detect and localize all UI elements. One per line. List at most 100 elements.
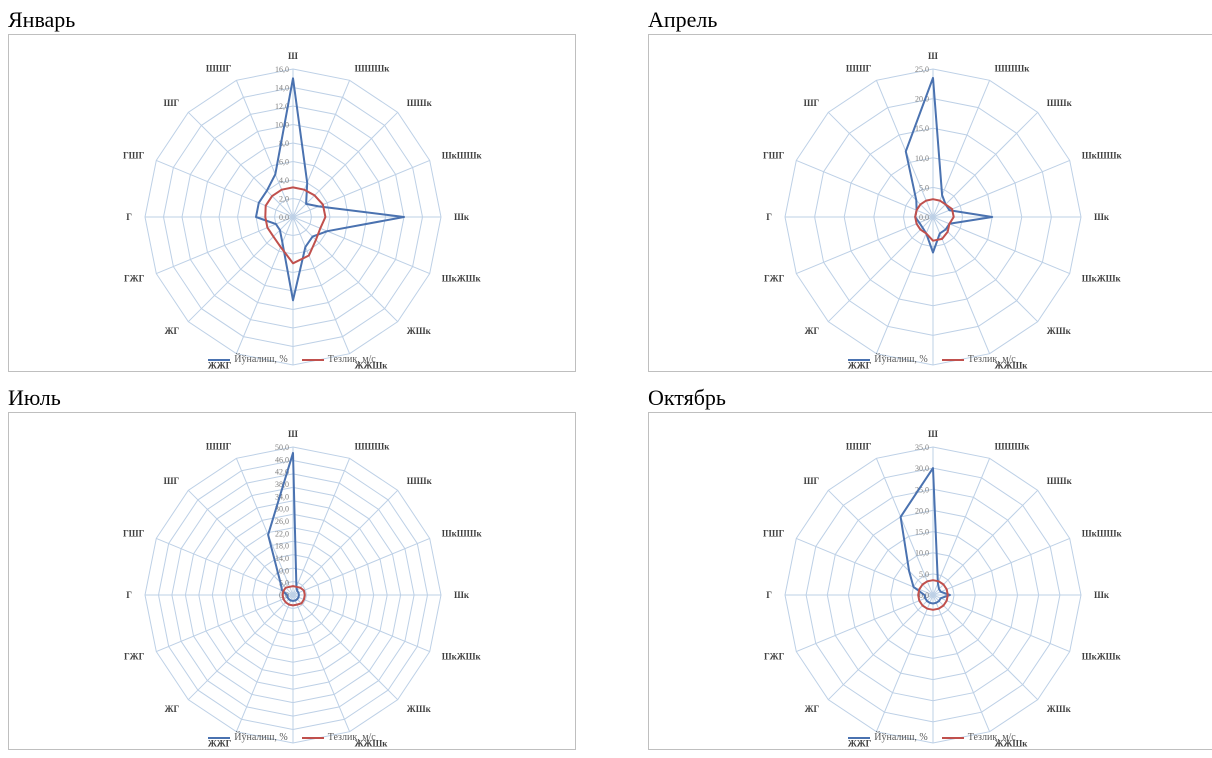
tick-label: 5,0 bbox=[919, 570, 929, 579]
direction-label: ШкЖШк bbox=[1082, 652, 1122, 662]
direction-label: ЖГ bbox=[165, 326, 180, 336]
tick-label: 26,0 bbox=[275, 517, 289, 526]
tick-label: 15,0 bbox=[915, 124, 929, 133]
legend-item-direction: Йўналиш, % bbox=[208, 354, 287, 365]
direction-label: ШШГ bbox=[846, 63, 872, 73]
direction-label: ШкШШк bbox=[1082, 150, 1123, 160]
tick-label: 16,0 bbox=[275, 65, 289, 74]
tick-label: 0,0 bbox=[279, 213, 289, 222]
direction-label: Г bbox=[766, 590, 772, 600]
legend-label: Йўналиш, % bbox=[234, 354, 287, 365]
direction-label: Г bbox=[126, 590, 132, 600]
grid-spoke bbox=[933, 217, 1038, 322]
direction-label: ЖГ bbox=[805, 704, 820, 714]
series-direction-line bbox=[256, 78, 404, 300]
legend-line-icon bbox=[208, 359, 230, 361]
grid-spoke bbox=[933, 80, 990, 217]
tick-label: 0,0 bbox=[919, 213, 929, 222]
direction-label: ГШГ bbox=[763, 528, 785, 538]
direction-label: Шк bbox=[1094, 212, 1110, 222]
legend-item-direction: Йўналиш, % bbox=[848, 732, 927, 743]
legend: Йўналиш, % Тезлик, м/с bbox=[9, 354, 575, 365]
legend-line-icon bbox=[942, 359, 964, 361]
direction-label: ШкШШк bbox=[442, 150, 483, 160]
legend: Йўналиш, % Тезлик, м/с bbox=[649, 354, 1212, 365]
radar-svg: 0,0 2,0 4,0 6,0 8,0 10,0 12,0 14,0 16,0 Ш ШШШк ШШк Ш… bbox=[9, 35, 575, 371]
tick-label: 35,0 bbox=[915, 443, 929, 452]
direction-label: ШШШк bbox=[355, 441, 391, 451]
grid-spoke bbox=[293, 160, 430, 217]
direction-label: ШШШк bbox=[355, 63, 391, 73]
legend-label: Тезлик, м/с bbox=[328, 732, 376, 743]
direction-label: Ш bbox=[928, 429, 938, 439]
direction-label: Шк bbox=[1094, 590, 1110, 600]
chart-title: Июль bbox=[6, 384, 594, 412]
grid-spoke bbox=[293, 538, 430, 595]
legend-item-direction: Йўналиш, % bbox=[848, 354, 927, 365]
tick-label: 18,0 bbox=[275, 542, 289, 551]
tick-label: 10,0 bbox=[915, 154, 929, 163]
grid-spoke bbox=[796, 595, 933, 652]
direction-label: Шк bbox=[454, 590, 470, 600]
direction-label: ШШк bbox=[1047, 476, 1073, 486]
legend-line-icon bbox=[302, 359, 324, 361]
direction-label: ГШГ bbox=[123, 528, 145, 538]
grid-spoke bbox=[876, 595, 933, 732]
chart-panel-october: Октябрь 0,0 5,0 10,0 15,0 20,0 25,0 30,0 35,0 Ш Ш… bbox=[646, 384, 1212, 750]
grid-spoke bbox=[188, 595, 293, 700]
direction-label: ШШШк bbox=[995, 63, 1031, 73]
direction-label: ГШГ bbox=[763, 150, 785, 160]
direction-label: ГЖГ bbox=[124, 274, 145, 284]
direction-label: ШкЖШк bbox=[442, 274, 482, 284]
tick-label: 15,0 bbox=[915, 528, 929, 537]
radar-chart: 0,0 5,0 10,0 15,0 20,0 25,0 Ш ШШШк ШШк ШкШШк Шк ШкЖ… bbox=[648, 34, 1212, 372]
legend-item-speed: Тезлик, м/с bbox=[302, 354, 376, 365]
legend-line-icon bbox=[208, 737, 230, 739]
direction-label: ЖШк bbox=[1047, 326, 1072, 336]
tick-label: 25,0 bbox=[915, 65, 929, 74]
direction-label: ШкШШк bbox=[442, 528, 483, 538]
chart-panel-january: Январь 0,0 2,0 4,0 6,0 8,0 10,0 12,0 14,0 16,0 Ш Ш… bbox=[6, 6, 594, 372]
grid-spoke bbox=[828, 217, 933, 322]
direction-label: Г bbox=[126, 212, 132, 222]
tick-label: 2,0 bbox=[279, 195, 289, 204]
legend-label: Тезлик, м/с bbox=[968, 354, 1016, 365]
direction-label: ШШГ bbox=[206, 441, 232, 451]
tick-label: 14,0 bbox=[275, 554, 289, 563]
direction-label: ШШГ bbox=[846, 441, 872, 451]
radar-chart: 0,0 5,0 10,0 15,0 20,0 25,0 30,0 35,0 Ш ШШШк ШШк Шк… bbox=[648, 412, 1212, 750]
legend-item-speed: Тезлик, м/с bbox=[302, 732, 376, 743]
grid-spoke bbox=[236, 595, 293, 732]
radar-svg: 0,0 5,0 10,0 15,0 20,0 25,0 Ш ШШШк ШШк ШкШШк Шк ШкЖ… bbox=[649, 35, 1212, 371]
grid-spoke bbox=[876, 217, 933, 354]
direction-label: ГЖГ bbox=[764, 274, 785, 284]
radar-svg: 0,05,010,015,020,025,030,035,0ШШШШкШШкШк… bbox=[649, 413, 1212, 749]
direction-label: ШШк bbox=[407, 476, 433, 486]
grid-spoke bbox=[933, 112, 1038, 217]
direction-label: ШШк bbox=[407, 98, 433, 108]
tick-label: 50,0 bbox=[275, 443, 289, 452]
grid-spoke bbox=[828, 595, 933, 700]
tick-label: 22,0 bbox=[275, 529, 289, 538]
direction-label: ШкШШк bbox=[1082, 528, 1123, 538]
grid-spoke bbox=[293, 80, 350, 217]
grid-spoke bbox=[933, 217, 990, 354]
grid-spoke bbox=[933, 595, 990, 732]
direction-label: ЖШк bbox=[407, 326, 432, 336]
chart-panel-april: Апрель 0,0 5,0 10,0 15,0 20,0 25,0 Ш ШШШк ШШк ШкШ… bbox=[646, 6, 1212, 372]
legend: Йўналиш, % Тезлик, м/с bbox=[9, 732, 575, 743]
direction-label: ШкЖШк bbox=[1082, 274, 1122, 284]
legend-line-icon bbox=[942, 737, 964, 739]
direction-label: Ш bbox=[288, 429, 298, 439]
radar-svg: 0,05,010,014,018,022,026,030,034,038,042… bbox=[9, 413, 575, 749]
radar-chart: 0,0 5,0 10,0 14,0 18,0 22,0 26,0 30,0 34,0 38,0 42… bbox=[8, 412, 576, 750]
grid-spoke bbox=[293, 595, 398, 700]
direction-label: Шк bbox=[454, 212, 470, 222]
legend-item-speed: Тезлик, м/с bbox=[942, 354, 1016, 365]
tick-label: 30,0 bbox=[915, 464, 929, 473]
grid-spoke bbox=[156, 160, 293, 217]
legend-line-icon bbox=[848, 359, 870, 361]
direction-label: ШГ bbox=[164, 476, 180, 486]
tick-label: 34,0 bbox=[275, 492, 289, 501]
direction-label: ШШГ bbox=[206, 63, 232, 73]
